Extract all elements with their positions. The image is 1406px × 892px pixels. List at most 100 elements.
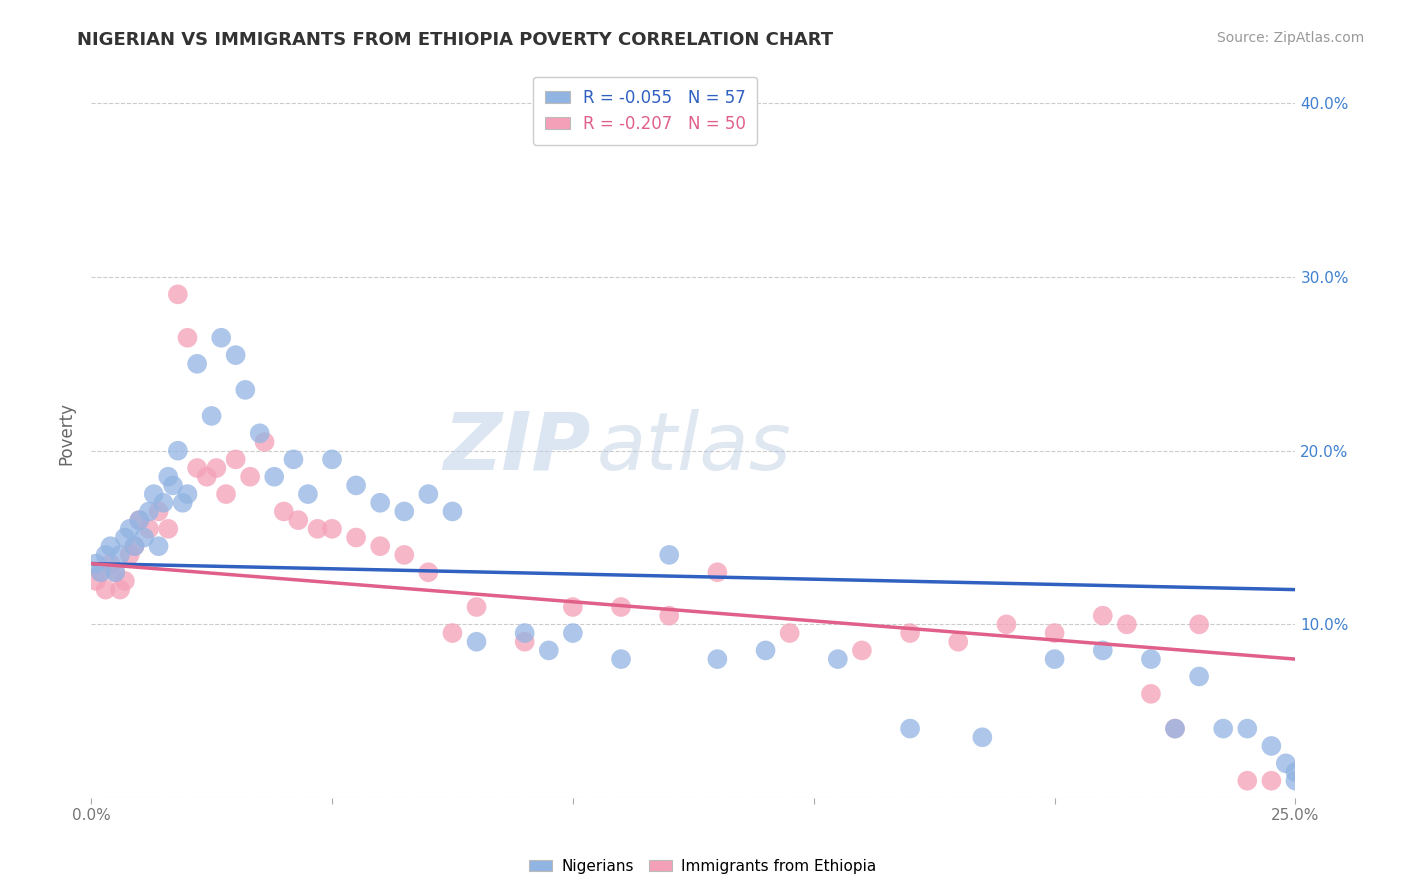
Point bbox=[779, 626, 801, 640]
Point bbox=[1164, 722, 1187, 736]
Point bbox=[162, 478, 184, 492]
Point bbox=[157, 469, 180, 483]
Point bbox=[209, 331, 232, 345]
Point bbox=[108, 548, 131, 562]
Legend: R = -0.055   N = 57, R = -0.207   N = 50: R = -0.055 N = 57, R = -0.207 N = 50 bbox=[533, 77, 758, 145]
Point bbox=[1115, 617, 1137, 632]
Point bbox=[167, 443, 190, 458]
Text: NIGERIAN VS IMMIGRANTS FROM ETHIOPIA POVERTY CORRELATION CHART: NIGERIAN VS IMMIGRANTS FROM ETHIOPIA POV… bbox=[77, 31, 834, 49]
Point bbox=[1091, 608, 1114, 623]
Point bbox=[658, 548, 681, 562]
Point bbox=[1164, 722, 1187, 736]
Point bbox=[368, 539, 391, 553]
Point bbox=[200, 409, 222, 423]
Point bbox=[1091, 643, 1114, 657]
Point bbox=[124, 539, 146, 553]
Point bbox=[114, 531, 136, 545]
Point bbox=[239, 469, 262, 483]
Point bbox=[344, 478, 367, 492]
Point bbox=[104, 566, 127, 580]
Point bbox=[263, 469, 285, 483]
Point bbox=[972, 731, 994, 745]
Legend: Nigerians, Immigrants from Ethiopia: Nigerians, Immigrants from Ethiopia bbox=[523, 853, 883, 880]
Point bbox=[441, 504, 464, 518]
Point bbox=[561, 599, 583, 614]
Point bbox=[90, 566, 112, 580]
Point bbox=[706, 652, 728, 666]
Point bbox=[186, 357, 208, 371]
Point bbox=[225, 452, 247, 467]
Point bbox=[995, 617, 1018, 632]
Point bbox=[394, 548, 416, 562]
Point bbox=[157, 522, 180, 536]
Point bbox=[148, 504, 170, 518]
Point bbox=[138, 504, 160, 518]
Point bbox=[128, 513, 150, 527]
Point bbox=[176, 487, 198, 501]
Point bbox=[394, 504, 416, 518]
Point bbox=[138, 522, 160, 536]
Point bbox=[84, 557, 107, 571]
Point bbox=[1284, 773, 1306, 788]
Point bbox=[273, 504, 295, 518]
Point bbox=[100, 557, 122, 571]
Point bbox=[148, 539, 170, 553]
Text: ZIP: ZIP bbox=[443, 409, 591, 487]
Point bbox=[118, 548, 141, 562]
Point bbox=[1043, 652, 1066, 666]
Point bbox=[114, 574, 136, 588]
Point bbox=[368, 496, 391, 510]
Point bbox=[1275, 756, 1298, 771]
Point bbox=[321, 522, 343, 536]
Point bbox=[898, 626, 921, 640]
Point bbox=[441, 626, 464, 640]
Point bbox=[418, 487, 440, 501]
Point bbox=[152, 496, 174, 510]
Point bbox=[124, 539, 146, 553]
Point bbox=[1284, 764, 1306, 779]
Point bbox=[344, 531, 367, 545]
Text: atlas: atlas bbox=[598, 409, 792, 487]
Point bbox=[142, 487, 165, 501]
Point bbox=[104, 566, 127, 580]
Point bbox=[94, 548, 117, 562]
Point bbox=[249, 426, 271, 441]
Point bbox=[215, 487, 238, 501]
Point bbox=[827, 652, 849, 666]
Point bbox=[195, 469, 218, 483]
Point bbox=[851, 643, 873, 657]
Point bbox=[100, 539, 122, 553]
Point bbox=[513, 626, 536, 640]
Point bbox=[108, 582, 131, 597]
Point bbox=[561, 626, 583, 640]
Y-axis label: Poverty: Poverty bbox=[58, 401, 75, 465]
Point bbox=[186, 461, 208, 475]
Point bbox=[283, 452, 305, 467]
Point bbox=[297, 487, 319, 501]
Point bbox=[253, 434, 276, 449]
Point bbox=[1043, 626, 1066, 640]
Point bbox=[610, 652, 633, 666]
Point bbox=[176, 331, 198, 345]
Point bbox=[1260, 773, 1282, 788]
Point bbox=[1140, 687, 1163, 701]
Point bbox=[94, 582, 117, 597]
Point bbox=[537, 643, 560, 657]
Point bbox=[1212, 722, 1234, 736]
Point bbox=[118, 522, 141, 536]
Text: Source: ZipAtlas.com: Source: ZipAtlas.com bbox=[1216, 31, 1364, 45]
Point bbox=[1236, 773, 1258, 788]
Point bbox=[172, 496, 194, 510]
Point bbox=[321, 452, 343, 467]
Point bbox=[1140, 652, 1163, 666]
Point bbox=[948, 634, 970, 648]
Point bbox=[1260, 739, 1282, 753]
Point bbox=[307, 522, 329, 536]
Point bbox=[418, 566, 440, 580]
Point bbox=[706, 566, 728, 580]
Point bbox=[1236, 722, 1258, 736]
Point bbox=[84, 574, 107, 588]
Point bbox=[1188, 669, 1211, 683]
Point bbox=[754, 643, 776, 657]
Point bbox=[513, 634, 536, 648]
